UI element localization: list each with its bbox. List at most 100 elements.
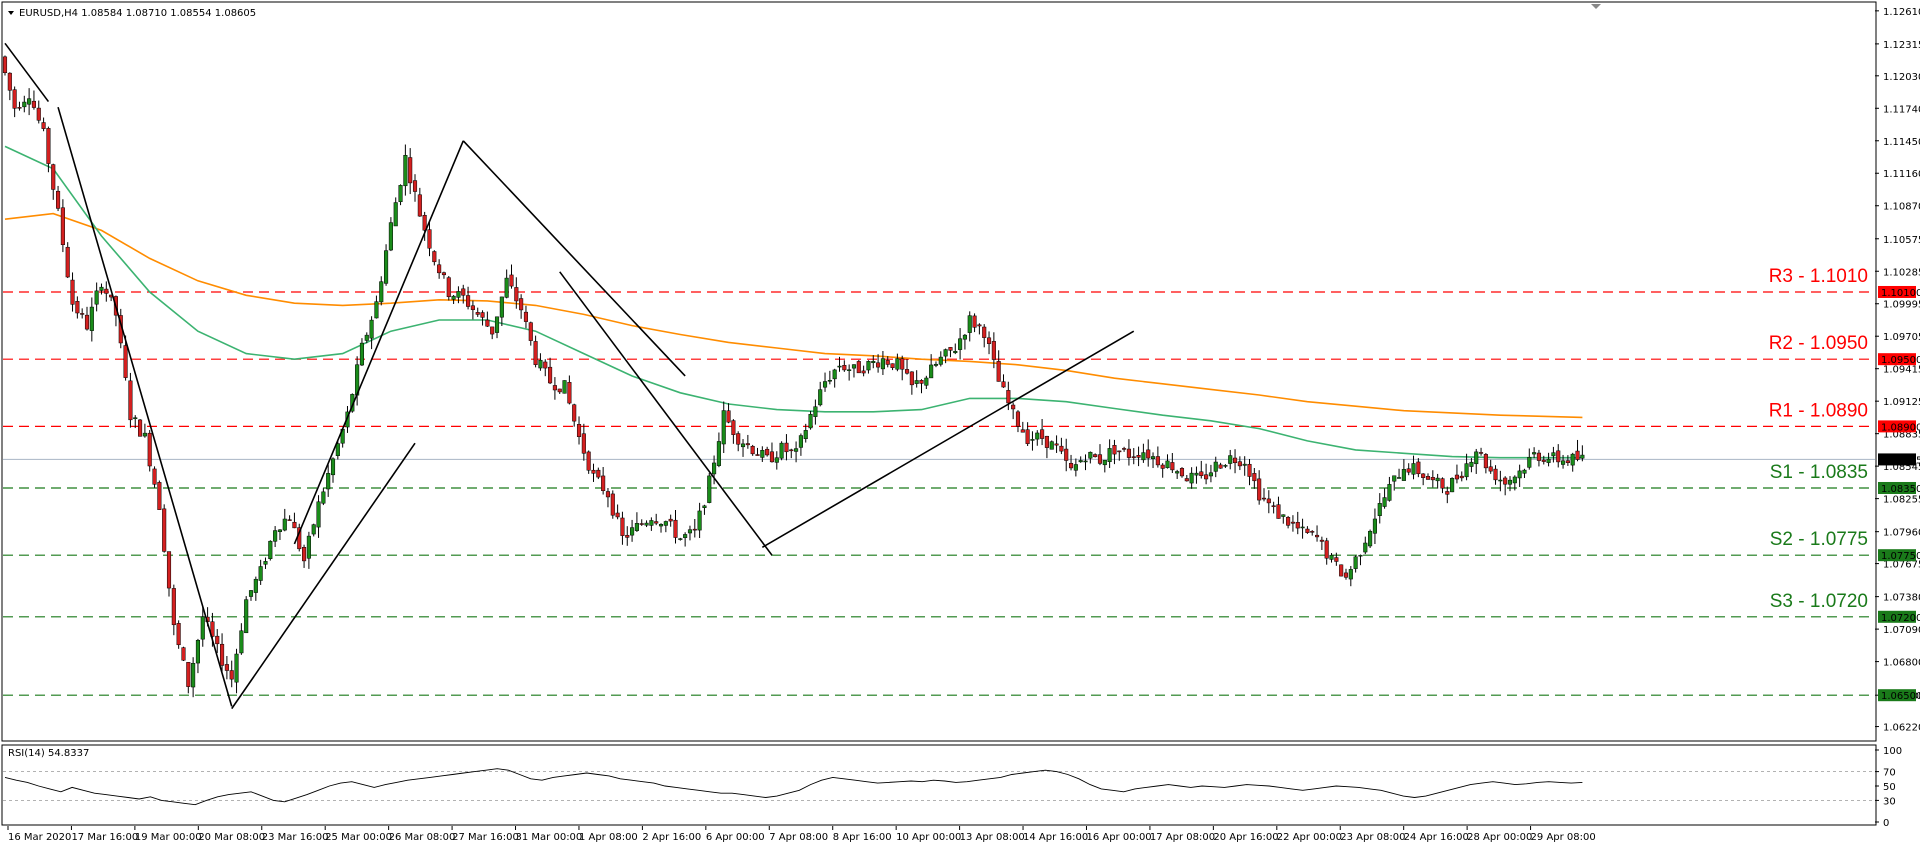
candle-bullish	[933, 363, 939, 366]
price-tags: 1.10100 1.09500 1.08900 1.08350 1.07750 1.072…	[1878, 285, 1920, 702]
candle-bearish	[1483, 454, 1488, 469]
candle-bullish	[234, 653, 239, 683]
price-axis-label: 1.11450	[1883, 137, 1920, 148]
candle-bullish	[1175, 471, 1180, 474]
candle-bullish	[794, 448, 799, 452]
candle-bearish	[1271, 505, 1276, 507]
candle-bearish	[162, 508, 167, 552]
candle-bullish	[1073, 464, 1078, 471]
candle-bearish	[1261, 497, 1267, 500]
time-axis-label: 25 Mar 00:00	[325, 832, 392, 843]
candle-bullish	[1363, 542, 1368, 553]
time-axis-label: 29 Apr 08:00	[1531, 832, 1596, 843]
candle-bearish	[417, 194, 422, 217]
candle-bearish	[166, 551, 172, 589]
price-axis-label: 1.06800	[1883, 658, 1920, 669]
candle-bullish	[311, 524, 316, 535]
candle-bearish	[80, 313, 85, 315]
candle-bearish	[1479, 452, 1484, 454]
candle-bearish	[138, 419, 143, 437]
price-axis-label: 1.09995	[1883, 300, 1920, 311]
candle-bearish	[904, 369, 910, 374]
candle-bullish	[273, 530, 278, 542]
time-axis-label: 10 Apr 00:00	[896, 832, 961, 843]
candle-bearish	[1290, 521, 1295, 524]
candle-bullish	[1208, 472, 1213, 477]
trendline	[293, 140, 464, 545]
candle-bearish	[427, 229, 432, 249]
time-axis-label: 7 Apr 08:00	[769, 832, 828, 843]
candle-bullish	[712, 462, 717, 475]
candle-bearish	[485, 319, 490, 327]
candle-bullish	[958, 338, 963, 350]
candle-bullish	[678, 538, 683, 540]
trendline	[4, 42, 50, 103]
candle-bullish	[1030, 439, 1035, 441]
candle-bearish	[31, 100, 36, 108]
candle-bearish	[533, 341, 538, 365]
candle-bearish	[128, 380, 133, 421]
candle-bullish	[258, 566, 263, 581]
candle-bearish	[1488, 466, 1493, 472]
price-axis-label: 1.11160	[1883, 169, 1920, 180]
candle-bearish	[1493, 468, 1498, 481]
time-axis-label: 13 Apr 08:00	[960, 832, 1025, 843]
chart-shift-marker-icon[interactable]	[1591, 4, 1601, 9]
candle-bullish	[832, 369, 837, 380]
price-axis-label: 1.09125	[1883, 397, 1920, 408]
rsi-axis-label: 0	[1883, 818, 1889, 829]
candle-bearish	[1454, 474, 1459, 480]
time-axis-label: 6 Apr 00:00	[706, 832, 765, 843]
candle-bullish	[89, 306, 94, 331]
candle-bearish	[1155, 456, 1160, 466]
candle-bearish	[46, 128, 51, 164]
price-axis-label: 1.06220	[1883, 723, 1920, 734]
trendline	[559, 271, 773, 556]
candle-bullish	[1107, 448, 1112, 462]
candle-bullish	[649, 520, 654, 526]
candle-bullish	[871, 361, 876, 363]
candle-bullish	[330, 458, 336, 476]
candle-bullish	[866, 361, 871, 371]
chart-menu-triangle-icon[interactable]	[8, 11, 14, 15]
candle-bearish	[51, 164, 56, 190]
price-axis-label: 1.07675	[1883, 560, 1920, 571]
candle-bearish	[220, 643, 225, 666]
price-axis-label: 1.12030	[1883, 72, 1920, 83]
candle-bearish	[1160, 464, 1165, 469]
candle-bearish	[1184, 478, 1189, 482]
candle-bullish	[1083, 460, 1088, 463]
candle-bearish	[736, 433, 741, 445]
time-axis-label: 8 Apr 16:00	[833, 832, 892, 843]
candle-bearish	[41, 122, 46, 129]
level-price-tag	[1878, 285, 1916, 298]
candle-bearish	[1199, 471, 1204, 476]
candle-bearish	[861, 370, 866, 374]
candle-bearish	[1565, 460, 1570, 464]
candle-bullish	[1580, 454, 1585, 459]
trendline	[462, 140, 686, 377]
candle-bearish	[2, 56, 8, 73]
candle-bullish	[1464, 463, 1469, 478]
candle-bearish	[610, 493, 615, 516]
rsi-indicator: 100 70 50 30 0	[3, 746, 1902, 829]
candle-bearish	[673, 519, 678, 538]
candle-bearish	[668, 518, 673, 522]
candle-bearish	[1131, 456, 1136, 458]
candle-bullish	[1281, 514, 1286, 517]
candle-bullish	[851, 364, 857, 369]
time-axis-label: 28 Apr 00:00	[1467, 832, 1532, 843]
candle-bearish	[576, 424, 582, 437]
candle-bearish	[287, 519, 292, 521]
candle-bullish	[943, 349, 948, 357]
rsi-title: RSI(14) 54.8337	[8, 748, 89, 759]
candle-bullish	[388, 222, 393, 251]
candle-bearish	[900, 358, 905, 370]
candle-bullish	[369, 319, 374, 339]
candle-bearish	[104, 288, 109, 294]
candle-bullish	[967, 315, 972, 333]
price-axis-label: 1.08545	[1883, 462, 1920, 473]
candle-bearish	[523, 311, 529, 322]
candle-bearish	[1025, 429, 1030, 444]
candle-bullish	[1228, 455, 1233, 464]
